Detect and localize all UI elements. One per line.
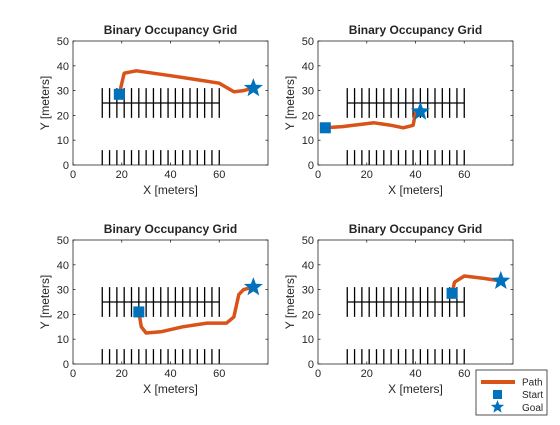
- occupancy-map: [101, 287, 220, 364]
- x-tick-label: 60: [213, 169, 225, 181]
- x-tick-label: 60: [213, 368, 225, 380]
- path-line: [323, 109, 423, 130]
- occupancy-map: [101, 88, 220, 165]
- y-tick-label: 40: [302, 260, 314, 272]
- x-tick-label: 60: [458, 368, 470, 380]
- y-tick-label: 10: [57, 334, 69, 346]
- x-tick-label: 40: [409, 169, 421, 181]
- legend-path-label: Path: [522, 378, 543, 389]
- x-tick-label: 20: [116, 169, 128, 181]
- y-tick-label: 10: [57, 135, 69, 147]
- y-tick-label: 30: [57, 285, 69, 297]
- y-axis-label: Y [meters]: [283, 76, 297, 130]
- subplot-title: Binary Occupancy Grid: [349, 23, 482, 37]
- y-tick-label: 20: [57, 110, 69, 122]
- y-tick-label: 40: [302, 61, 314, 73]
- legend-goal-label: Goal: [522, 403, 543, 414]
- y-tick-label: 50: [302, 235, 314, 247]
- subplot-title: Binary Occupancy Grid: [349, 222, 482, 236]
- goal-marker: [243, 78, 263, 97]
- x-tick-label: 0: [70, 368, 76, 380]
- legend: Path Start Goal: [475, 369, 548, 416]
- x-axis-label: X [meters]: [143, 382, 198, 396]
- y-tick-label: 20: [302, 309, 314, 321]
- x-tick-label: 20: [361, 169, 373, 181]
- goal-marker: [243, 277, 263, 296]
- legend-start-swatch: [493, 390, 502, 399]
- y-tick-label: 50: [57, 235, 69, 247]
- y-tick-label: 0: [308, 359, 314, 371]
- y-tick-label: 10: [302, 135, 314, 147]
- path-line: [450, 274, 503, 296]
- x-axis-label: X [meters]: [143, 183, 198, 197]
- y-tick-label: 0: [63, 359, 69, 371]
- x-tick-label: 0: [70, 169, 76, 181]
- y-tick-label: 30: [302, 86, 314, 98]
- y-tick-label: 30: [302, 285, 314, 297]
- legend-box: [475, 369, 548, 416]
- start-marker: [133, 306, 145, 318]
- y-tick-label: 0: [308, 160, 314, 172]
- y-tick-label: 0: [63, 160, 69, 172]
- x-tick-label: 20: [361, 368, 373, 380]
- subplot-bottom-right: Binary Occupancy Grid X [meters] Y [mete…: [283, 222, 514, 396]
- subplot-bottom-left: Binary Occupancy Grid X [meters] Y [mete…: [38, 222, 269, 396]
- x-axis-label: X [meters]: [388, 183, 443, 197]
- y-tick-label: 50: [302, 36, 314, 48]
- start-marker: [446, 287, 458, 299]
- x-tick-label: 40: [409, 368, 421, 380]
- y-tick-label: 40: [57, 61, 69, 73]
- x-axis-label: X [meters]: [388, 382, 443, 396]
- goal-marker: [491, 270, 511, 290]
- y-axis-label: Y [meters]: [283, 275, 297, 329]
- y-tick-label: 20: [57, 309, 69, 321]
- subplot-title: Binary Occupancy Grid: [104, 222, 237, 236]
- subplot-title: Binary Occupancy Grid: [104, 23, 237, 37]
- path-line: [117, 69, 256, 97]
- y-tick-label: 20: [302, 110, 314, 122]
- legend-start-label: Start: [522, 390, 543, 401]
- x-tick-label: 40: [164, 368, 176, 380]
- subplot-top-left: Binary Occupancy Grid X [meters] Y [mete…: [38, 23, 269, 197]
- y-axis-label: Y [meters]: [38, 275, 52, 329]
- occupancy-map: [346, 88, 465, 165]
- y-axis-label: Y [meters]: [38, 76, 52, 130]
- goal-marker: [410, 101, 430, 120]
- x-tick-label: 0: [315, 169, 321, 181]
- start-marker: [319, 122, 331, 134]
- x-tick-label: 60: [458, 169, 470, 181]
- y-tick-label: 50: [57, 36, 69, 48]
- x-tick-label: 40: [164, 169, 176, 181]
- x-tick-label: 20: [116, 368, 128, 380]
- y-tick-label: 40: [57, 260, 69, 272]
- y-tick-label: 30: [57, 86, 69, 98]
- subplot-top-right: Binary Occupancy Grid X [meters] Y [mete…: [283, 23, 514, 197]
- legend-goal-swatch: [490, 400, 505, 413]
- x-tick-label: 0: [315, 368, 321, 380]
- path-line: [137, 285, 256, 335]
- y-tick-label: 10: [302, 334, 314, 346]
- start-marker: [113, 88, 125, 100]
